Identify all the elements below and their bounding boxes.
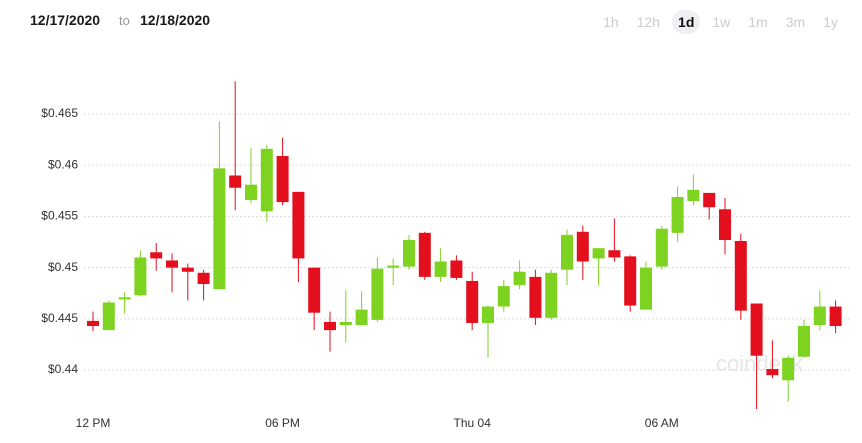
candle-body xyxy=(798,326,810,357)
start-date: 12/17/2020 xyxy=(30,12,101,28)
candle-body xyxy=(181,267,194,272)
range-selector: 1h 12h 1d 1w 1m 3m 1y xyxy=(597,10,844,34)
candle-body xyxy=(118,297,131,300)
candle-body xyxy=(561,234,573,270)
candle-body xyxy=(497,286,510,307)
x-tick-label: 06 PM xyxy=(265,416,300,430)
candle-body xyxy=(687,189,700,202)
candle-body xyxy=(339,321,352,325)
candle-body xyxy=(418,232,431,277)
range-button[interactable]: 1y xyxy=(823,14,838,30)
candle-body xyxy=(782,357,795,381)
candle-body xyxy=(229,175,242,188)
y-tick-label: $0.45 xyxy=(48,260,78,274)
candle-body xyxy=(829,306,842,327)
candle-body xyxy=(719,209,731,240)
candle-body xyxy=(766,369,779,376)
candle-body xyxy=(450,260,463,278)
y-tick-label: $0.44 xyxy=(48,362,78,376)
candle-body xyxy=(245,184,257,201)
candle-body xyxy=(213,168,226,290)
candle-body xyxy=(529,276,542,318)
candle-body xyxy=(102,302,115,331)
candle-body xyxy=(292,191,305,259)
candle-body xyxy=(703,192,716,208)
candle-body xyxy=(434,261,447,277)
y-tick-label: $0.455 xyxy=(41,209,78,223)
date-separator: to xyxy=(119,13,130,28)
candle-body xyxy=(166,260,178,268)
candle-body xyxy=(671,196,684,233)
y-tick-label: $0.46 xyxy=(48,157,78,171)
candle-body xyxy=(276,156,289,203)
range-button[interactable]: 1h xyxy=(603,14,619,30)
candle-body xyxy=(355,309,368,325)
candle-body xyxy=(150,252,163,259)
candle-body xyxy=(545,272,558,318)
candle-body xyxy=(813,306,826,325)
candle-body xyxy=(482,306,494,323)
candle-body xyxy=(387,265,400,268)
candle-body xyxy=(640,267,652,310)
range-button[interactable]: 12h xyxy=(636,14,661,30)
candle-body xyxy=(371,268,384,320)
range-button[interactable]: 1w xyxy=(712,14,731,30)
candle-body xyxy=(513,271,526,286)
x-tick-label: 06 AM xyxy=(645,416,679,430)
candle-body xyxy=(592,248,605,259)
candle-body xyxy=(87,320,99,327)
range-button[interactable]: 3m xyxy=(785,14,806,30)
candle-body xyxy=(576,231,589,262)
candle-body xyxy=(324,321,336,331)
x-tick-label: Thu 04 xyxy=(454,416,492,430)
candle-body xyxy=(750,303,763,356)
candle-body xyxy=(197,272,210,285)
candle-body xyxy=(403,240,415,267)
candle-body xyxy=(734,241,747,311)
candle-body xyxy=(260,148,273,212)
range-button[interactable]: 1d xyxy=(672,10,701,34)
y-tick-label: $0.465 xyxy=(41,106,78,120)
header: 12/17/2020 to 12/18/2020 1h 12h 1d 1w 1m 3m 1y xyxy=(0,0,862,46)
candle-body xyxy=(608,250,621,258)
candle-body xyxy=(308,267,321,313)
end-date: 12/18/2020 xyxy=(140,12,211,28)
x-tick-label: 12 PM xyxy=(76,416,111,430)
candle-body xyxy=(134,257,147,296)
candle-body xyxy=(655,228,668,267)
range-button[interactable]: 1m xyxy=(748,14,768,30)
candle-body xyxy=(624,256,637,306)
y-tick-label: $0.445 xyxy=(41,311,78,325)
candle-body xyxy=(466,280,479,323)
